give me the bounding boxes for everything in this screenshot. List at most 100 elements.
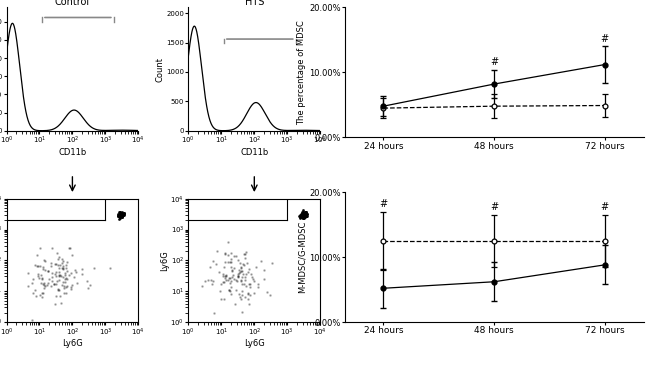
Point bbox=[252, 264, 262, 269]
Point bbox=[226, 291, 236, 296]
Point bbox=[228, 276, 239, 281]
Point bbox=[65, 246, 75, 251]
Point bbox=[47, 245, 58, 251]
Point bbox=[118, 212, 128, 218]
Point bbox=[83, 285, 94, 291]
Point bbox=[51, 250, 62, 256]
Point bbox=[31, 287, 41, 293]
X-axis label: CD11b: CD11b bbox=[58, 147, 86, 157]
Point bbox=[60, 276, 70, 282]
Point bbox=[51, 273, 61, 279]
Point bbox=[55, 265, 65, 271]
Point bbox=[62, 276, 72, 281]
Point bbox=[242, 296, 253, 302]
Point bbox=[233, 274, 243, 280]
Point bbox=[237, 292, 247, 298]
Point bbox=[235, 294, 245, 300]
Point bbox=[61, 290, 72, 296]
Point bbox=[239, 281, 249, 287]
Point bbox=[218, 279, 228, 284]
Point bbox=[116, 213, 126, 219]
Point bbox=[302, 213, 312, 219]
Point bbox=[59, 279, 70, 285]
Point bbox=[299, 212, 309, 218]
Point bbox=[239, 262, 250, 268]
Point bbox=[116, 212, 127, 218]
Point bbox=[229, 265, 239, 271]
Point bbox=[32, 252, 43, 258]
Point bbox=[61, 284, 72, 290]
Point bbox=[300, 209, 311, 215]
Point bbox=[227, 267, 238, 273]
Point bbox=[114, 212, 125, 217]
Point bbox=[296, 214, 306, 220]
Point bbox=[298, 211, 308, 217]
Point bbox=[114, 212, 124, 217]
Point bbox=[46, 261, 56, 266]
Point bbox=[237, 274, 248, 280]
Point bbox=[39, 285, 49, 291]
Point bbox=[71, 269, 81, 275]
Point bbox=[27, 317, 37, 323]
Point bbox=[299, 214, 309, 220]
Point bbox=[300, 213, 311, 219]
Point bbox=[114, 213, 124, 219]
Point bbox=[116, 213, 126, 219]
Point bbox=[62, 268, 72, 273]
Point bbox=[238, 271, 248, 277]
Point bbox=[296, 212, 307, 218]
Point bbox=[115, 213, 125, 219]
Point bbox=[116, 210, 126, 216]
Point bbox=[229, 253, 239, 259]
Point bbox=[296, 212, 307, 218]
Point bbox=[57, 260, 67, 266]
Point bbox=[32, 263, 43, 269]
Point bbox=[58, 290, 69, 295]
Point bbox=[117, 212, 127, 218]
Point bbox=[208, 258, 218, 264]
Y-axis label: M-MDSC/G-MDSC: M-MDSC/G-MDSC bbox=[297, 221, 306, 293]
Point bbox=[34, 264, 45, 269]
Point bbox=[55, 262, 65, 268]
Point bbox=[240, 255, 250, 261]
Point bbox=[242, 269, 253, 275]
Point bbox=[61, 276, 72, 281]
Point bbox=[223, 259, 233, 265]
Point bbox=[57, 263, 68, 269]
Point bbox=[116, 212, 126, 217]
Point bbox=[113, 212, 124, 218]
Point bbox=[60, 262, 71, 268]
Point bbox=[214, 269, 224, 275]
Point bbox=[46, 270, 57, 276]
Y-axis label: The percentage of MDSC: The percentage of MDSC bbox=[297, 20, 306, 125]
Text: #: # bbox=[601, 202, 609, 212]
Point bbox=[239, 251, 249, 257]
Point bbox=[298, 210, 309, 216]
Point bbox=[219, 279, 229, 285]
Point bbox=[299, 210, 309, 216]
Point bbox=[235, 265, 246, 271]
Point bbox=[300, 213, 310, 219]
Point bbox=[23, 270, 34, 276]
Point bbox=[117, 214, 127, 220]
Point bbox=[115, 215, 125, 221]
Point bbox=[299, 212, 309, 218]
Point bbox=[300, 214, 311, 220]
Point bbox=[57, 257, 67, 262]
Point bbox=[49, 301, 60, 307]
Point bbox=[47, 278, 57, 284]
Point bbox=[233, 273, 243, 279]
Point bbox=[298, 215, 308, 221]
Point bbox=[118, 211, 129, 217]
Point bbox=[241, 271, 252, 277]
Point bbox=[297, 211, 307, 217]
Point bbox=[244, 281, 255, 287]
Point bbox=[240, 294, 250, 299]
Point bbox=[44, 276, 54, 282]
Point bbox=[220, 250, 230, 256]
Point bbox=[296, 214, 307, 220]
Point bbox=[234, 267, 244, 273]
Point bbox=[224, 287, 234, 293]
Point bbox=[241, 249, 252, 255]
Point bbox=[233, 257, 244, 263]
